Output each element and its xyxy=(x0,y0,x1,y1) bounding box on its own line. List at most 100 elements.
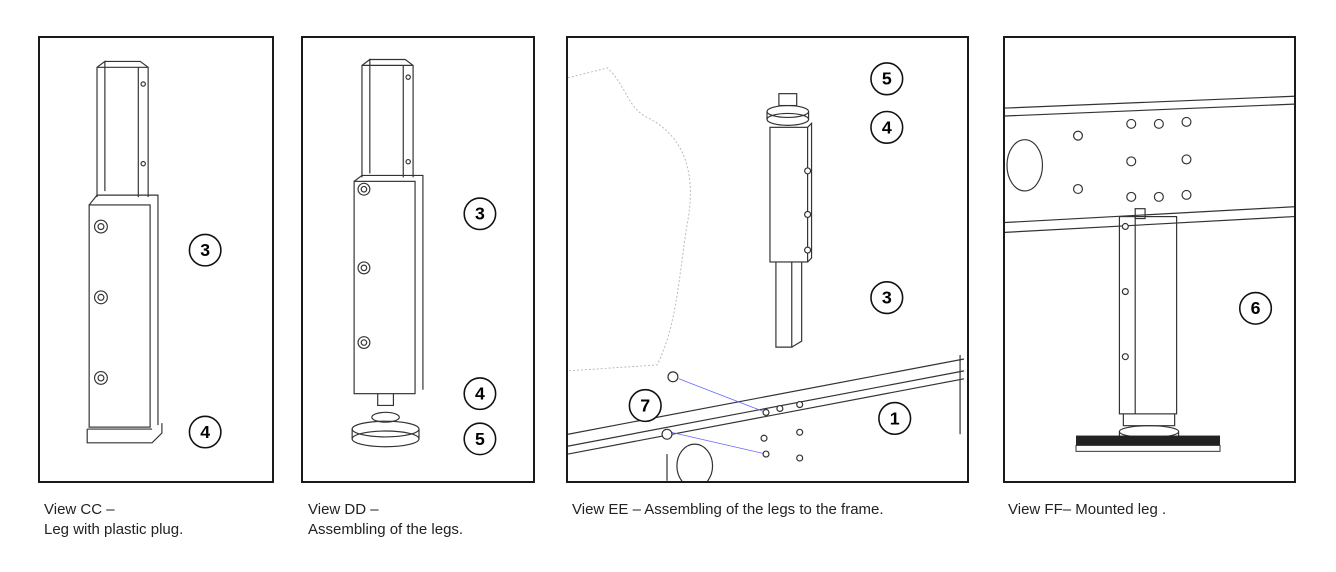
svg-text:5: 5 xyxy=(475,429,485,449)
leg-hole xyxy=(804,210,812,219)
bolt xyxy=(1153,118,1164,129)
callout-4: 4 xyxy=(870,110,904,144)
leg-tube xyxy=(1118,216,1178,415)
caption-line: Assembling of the legs. xyxy=(308,521,464,538)
callout-4: 4 xyxy=(188,415,222,449)
callout-3: 3 xyxy=(463,197,497,231)
foot-pad-bottom xyxy=(351,430,420,448)
view-cc-drawing: 3 4 xyxy=(86,60,222,449)
inner-channel-right xyxy=(369,58,414,178)
frame-hole-small xyxy=(760,434,768,442)
callout-5: 5 xyxy=(870,62,904,96)
frame-hole-small xyxy=(776,404,784,413)
callout-3: 3 xyxy=(870,280,904,315)
bolt-core xyxy=(97,293,105,301)
svg-text:5: 5 xyxy=(882,69,892,89)
frame-hole-small xyxy=(796,454,804,462)
screw-axis xyxy=(670,431,767,455)
bolt xyxy=(1072,183,1084,195)
bolt xyxy=(1181,189,1192,200)
beam-top-edge xyxy=(1005,95,1294,109)
frame-hole-small xyxy=(796,400,804,409)
frame-hole-small xyxy=(762,408,770,417)
foot-spindle xyxy=(1122,413,1176,427)
view-cc-caption: View CC – Leg with plastic plug. xyxy=(44,500,183,540)
frame-top-edge xyxy=(568,358,965,435)
screw-head xyxy=(667,371,679,383)
callout-7: 7 xyxy=(628,388,662,423)
frame-top-inner xyxy=(568,370,965,447)
leg-hole xyxy=(804,246,812,254)
view-ee-drawing: 5 4 3 7 1 xyxy=(568,62,965,481)
svg-text:4: 4 xyxy=(200,422,210,442)
outer-tube-front xyxy=(88,204,151,428)
callout-5: 5 xyxy=(463,422,497,456)
inner-channel-left xyxy=(361,58,371,178)
leg-hole xyxy=(804,167,812,175)
leg-outer-side xyxy=(807,121,813,263)
base-plate xyxy=(1075,435,1221,452)
hole xyxy=(140,160,146,167)
view-dd-drawing: 3 4 5 xyxy=(351,58,497,456)
bolt xyxy=(1181,154,1192,165)
screw-head xyxy=(661,428,673,440)
caption-line: Leg with plastic plug. xyxy=(44,521,184,538)
svg-text:3: 3 xyxy=(475,204,485,224)
view-ee-caption: View EE – Assembling of the legs to the … xyxy=(572,500,884,520)
beam-top-inner xyxy=(1005,103,1294,117)
beam-hole xyxy=(1006,139,1044,192)
svg-text:4: 4 xyxy=(882,117,892,137)
inner-channel-right xyxy=(104,60,149,198)
caption-line: View EE – Assembling of the legs to the … xyxy=(572,501,884,518)
bolt-core xyxy=(97,374,105,382)
svg-text:7: 7 xyxy=(640,395,650,415)
view-ff-drawing: 6 xyxy=(1005,95,1294,452)
svg-text:3: 3 xyxy=(200,240,210,260)
caption-line: View FF– Mounted leg . xyxy=(1008,501,1167,518)
view-dd-panel: 3 4 5 xyxy=(301,36,535,483)
callout-3: 3 xyxy=(188,233,222,267)
outer-tube-back xyxy=(353,174,424,390)
hole xyxy=(140,81,146,87)
beam-bottom-edge xyxy=(1005,206,1294,224)
bolt xyxy=(1126,118,1137,129)
callout-4: 4 xyxy=(463,377,497,411)
leg-hole xyxy=(1121,353,1129,361)
view-cc-panel: 3 4 xyxy=(38,36,274,483)
bolt-core xyxy=(360,264,368,272)
frame-hole-small xyxy=(762,450,770,458)
background-outline xyxy=(568,67,691,372)
svg-text:4: 4 xyxy=(475,384,485,404)
callout-6: 6 xyxy=(1238,291,1273,325)
caption-line: View DD – xyxy=(308,501,379,518)
foot-pad-top xyxy=(351,420,420,438)
view-dd-caption: View DD – Assembling of the legs. xyxy=(308,500,463,540)
svg-text:3: 3 xyxy=(882,288,892,308)
outer-tube-front xyxy=(353,180,416,395)
svg-text:6: 6 xyxy=(1251,298,1261,318)
foot-nut xyxy=(371,411,400,423)
leg-hole xyxy=(1121,288,1129,296)
leg-tab xyxy=(1134,208,1146,220)
bolt-core xyxy=(360,185,368,193)
beam-bottom-inner xyxy=(1005,216,1294,233)
bolt xyxy=(1072,130,1084,141)
callout-1: 1 xyxy=(878,401,912,436)
bolt xyxy=(1126,156,1137,167)
view-ff-panel: 6 xyxy=(1003,36,1296,483)
frame-hole-small xyxy=(796,428,804,436)
leg-hole xyxy=(1121,222,1129,231)
outer-tube-back xyxy=(88,194,159,426)
plastic-plug xyxy=(86,423,163,444)
bolt-core xyxy=(360,339,368,346)
view-ee-panel: 5 4 3 7 1 xyxy=(566,36,969,483)
view-ff-caption: View FF– Mounted leg . xyxy=(1008,500,1166,520)
hole xyxy=(405,158,411,165)
hole xyxy=(405,74,411,80)
foot-pad-bottom xyxy=(766,112,810,126)
svg-text:1: 1 xyxy=(890,408,900,428)
inner-channel-left xyxy=(96,60,106,198)
bolt-core xyxy=(97,223,105,231)
leg-inner-channel xyxy=(775,261,793,348)
screw-axis xyxy=(678,378,767,413)
